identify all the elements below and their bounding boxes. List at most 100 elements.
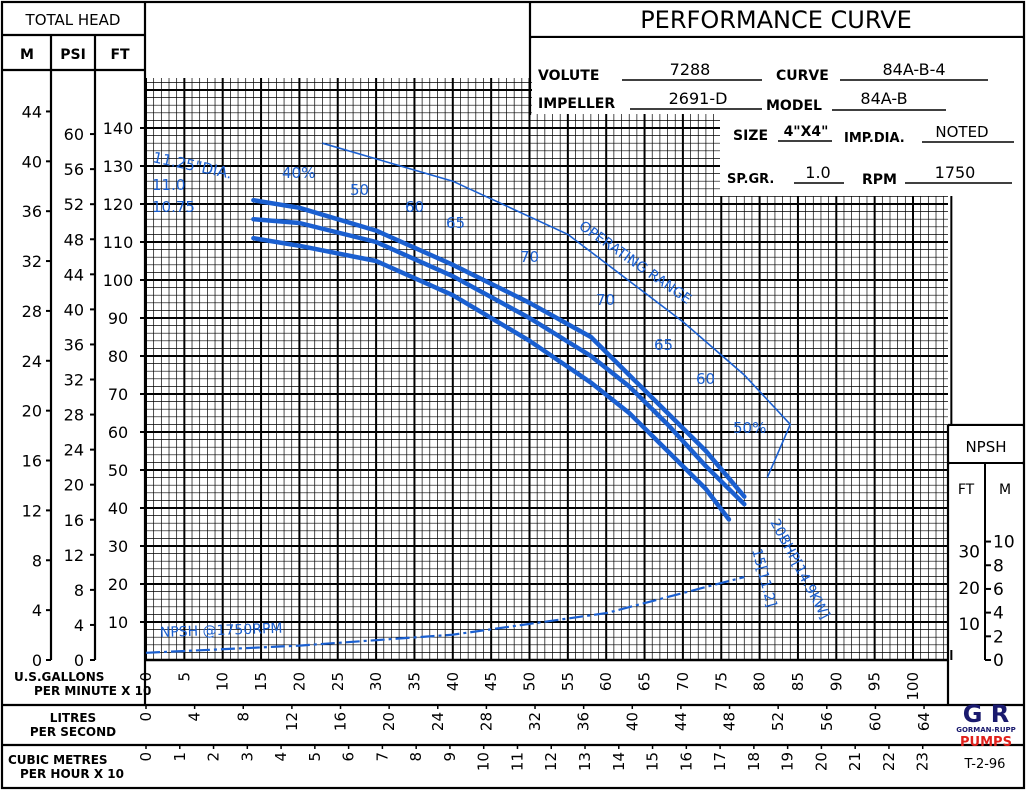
cmh-tick-label: 3: [238, 752, 256, 762]
m-tick-label: 32: [22, 252, 42, 271]
lps-tick-label: 28: [477, 712, 495, 731]
eff-label-50-right: 50%: [733, 419, 766, 437]
impeller-label: IMPELLER: [538, 96, 615, 112]
rpm-value: 1750: [935, 163, 976, 182]
cmh-tick-label: 20: [812, 752, 830, 771]
psi-tick-label: 16: [64, 511, 84, 530]
gpm-axis-ticks: 0 5 10 15 20 25 30 35 40 45 50 55 60 65 70 75 80 85 90 95 10…: [137, 672, 922, 701]
feet-axis-label: FT: [110, 47, 130, 63]
cmh-tick-label: 8: [407, 752, 425, 762]
gpm-tick-label: 35: [405, 672, 423, 691]
psi-tick-label: 28: [64, 406, 84, 425]
gpm-tick-label: 85: [789, 672, 807, 691]
gpm-tick-label: 55: [559, 672, 577, 691]
psi-tick-label: 8: [74, 581, 84, 600]
eff-label-40: 40%: [282, 164, 315, 182]
series-label-11-0: 11.0: [152, 176, 185, 194]
ft-tick-label: 50: [108, 461, 128, 480]
spgr-value: 1.0: [805, 163, 830, 182]
cmh-tick-label: 14: [610, 752, 628, 771]
ft-tick-label: 40: [108, 499, 128, 518]
left-axis-ticks: 1020304050607080901001101201301400481216…: [22, 102, 145, 670]
impdia-value: NOTED: [935, 123, 988, 141]
gpm-tick-label: 15: [252, 672, 270, 691]
gpm-tick-label: 90: [827, 672, 845, 691]
impeller-value: 2691-D: [669, 89, 728, 108]
cmh-tick-label: 19: [779, 752, 797, 771]
cmh-tick-label: 16: [677, 752, 695, 771]
npsh-ft-tick-label: 10: [958, 615, 980, 635]
cmh-tick-label: 6: [340, 752, 358, 762]
npsh-m-tick-label: 8: [993, 556, 1004, 576]
psi-tick-label: 24: [64, 441, 84, 460]
m-tick-label: 8: [32, 551, 42, 570]
gpm-tick-label: 75: [712, 672, 730, 691]
lps-tick-label: 56: [818, 712, 836, 731]
npsh-ft-tick-label: 20: [958, 579, 980, 599]
npsh-m-tick-label: 6: [993, 580, 1004, 600]
gpm-tick-label: 30: [367, 672, 385, 691]
logo-gr: G R: [963, 700, 1010, 728]
size-value: 4"X4": [784, 124, 829, 140]
ft-tick-label: 90: [108, 309, 128, 328]
ft-tick-label: 110: [103, 233, 134, 252]
header-background: [532, 38, 1022, 114]
m-tick-label: 16: [22, 452, 42, 471]
drawing-number: T-2-96: [964, 757, 1006, 772]
curve-label: CURVE: [776, 68, 829, 84]
npsh-ft-tick-label: 30: [958, 543, 980, 563]
ft-tick-label: 30: [108, 537, 128, 556]
lps-axis-ticks: 0 4 8 12 16 20 24 28 32 36 40 44 48 52 56 60 64: [137, 705, 933, 731]
psi-tick-label: 0: [74, 651, 84, 670]
cmh-tick-label: 21: [846, 752, 864, 771]
total-head-label: TOTAL HEAD: [25, 11, 121, 29]
lps-tick-label: 24: [429, 712, 447, 731]
series-label-10-75: 10.75: [152, 198, 195, 216]
ft-tick-label: 100: [103, 271, 134, 290]
cmh-tick-label: 22: [880, 752, 898, 771]
ft-tick-label: 80: [108, 347, 128, 366]
eff-label-70: 70: [520, 248, 539, 266]
cmh-tick-label: 4: [272, 752, 290, 762]
psi-tick-label: 36: [64, 335, 84, 354]
npsh-title: NPSH: [965, 438, 1006, 456]
m-tick-label: 44: [22, 102, 42, 121]
gpm-tick-label: 100: [904, 672, 922, 701]
gpm-tick-label: 45: [482, 672, 500, 691]
cmh-tick-label: 12: [542, 752, 560, 771]
spgr-label: SP.GR.: [727, 172, 774, 187]
npsh-m-tick-label: 2: [993, 627, 1004, 647]
psi-tick-label: 48: [64, 230, 84, 249]
gpm-tick-label: 60: [597, 672, 615, 691]
ft-tick-label: 140: [103, 119, 134, 138]
gorman-rupp-logo: G R GORMAN-RUPP PUMPS: [956, 700, 1016, 750]
npsh-m-tick-label: 10: [993, 533, 1015, 553]
npsh-ft-label: FT: [958, 482, 975, 498]
head-curve-10-75-dia: [251, 235, 732, 522]
chart-title: PERFORMANCE CURVE: [640, 6, 912, 34]
gpm-tick-label: 70: [674, 672, 692, 691]
gpm-axis-label-2: PER MINUTE X 10: [34, 684, 151, 698]
npsh-curve: [145, 575, 745, 654]
gpm-tick-label: 0: [137, 672, 155, 682]
ft-tick-label: 20: [108, 575, 128, 594]
cmh-axis-ticks: 0 1 2 3 4 5 6 7 8 9 10 11 12 13 14 15 16 17 18 19 20 21 22 23: [137, 745, 932, 771]
cmh-tick-label: 5: [306, 752, 324, 762]
operating-range-curve: [322, 142, 792, 478]
head-curve-11-0-dia: [251, 216, 747, 507]
m-tick-label: 12: [22, 501, 42, 520]
eff-label-60-right: 60: [696, 370, 715, 388]
psi-tick-label: 32: [64, 371, 84, 390]
lps-tick-label: 0: [137, 712, 155, 722]
gpm-tick-label: 20: [290, 672, 308, 691]
gpm-tick-label: 40: [444, 672, 462, 691]
gpm-tick-label: 95: [866, 672, 884, 691]
gpm-tick-label: 10: [214, 672, 232, 691]
eff-label-60: 60: [405, 198, 424, 216]
cmh-axis-label-2: PER HOUR X 10: [20, 767, 124, 781]
npsh-axis-ticks: 10 20 30 0 2 4 6 8 10: [958, 533, 1014, 671]
m-tick-label: 0: [32, 651, 42, 670]
cmh-tick-label: 13: [576, 752, 594, 771]
cmh-tick-label: 1: [171, 752, 189, 762]
